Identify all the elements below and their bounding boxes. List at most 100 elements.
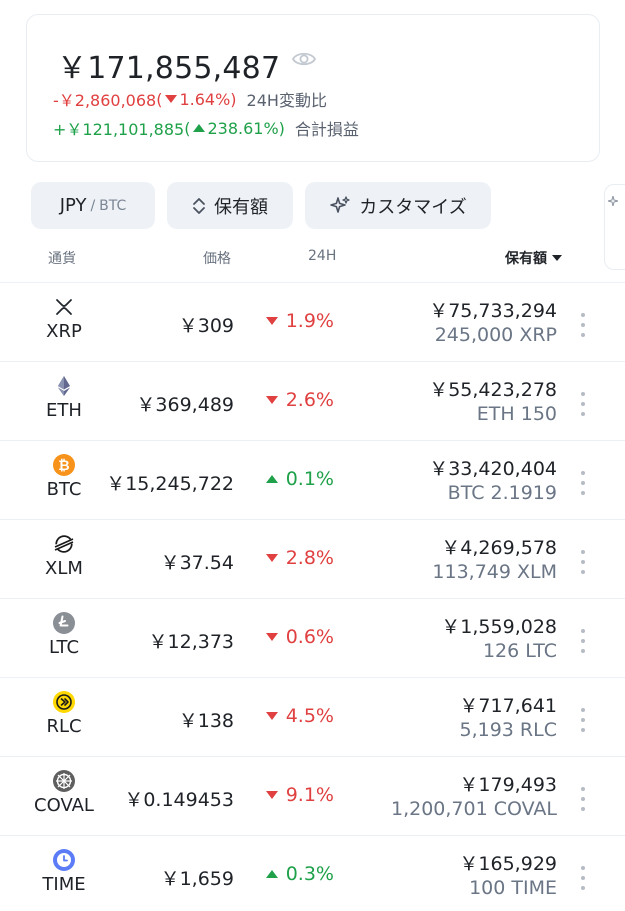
asset-row-btc[interactable]: ₿ BTC ￥15,245,722 0.1% ￥33,420,404 BTC 2… — [0, 440, 625, 519]
holding-value: ￥717,641 — [459, 695, 557, 717]
down-arrow-icon — [265, 554, 278, 562]
ltc-icon — [53, 612, 75, 634]
holding-value: ￥1,559,028 — [441, 616, 557, 638]
asset-row-coval[interactable]: COVAL ￥0.149453 9.1% ￥179,493 1,200,701 … — [0, 756, 625, 835]
offscreen-card-edge — [604, 184, 625, 270]
pnl-paren-open: ( — [184, 118, 191, 138]
holding-amount: ETH 150 — [476, 403, 557, 425]
asset-row-xlm[interactable]: XLM ￥37.54 2.8% ￥4,269,578 113,749 XLM — [0, 519, 625, 598]
column-header-price[interactable]: 価格 — [203, 251, 231, 267]
customize-label: カスタマイズ — [359, 196, 467, 218]
up-arrow-icon — [193, 124, 206, 132]
pnl-label: 合計損益 — [294, 120, 359, 139]
coin-price: ￥0.149453 — [124, 789, 234, 811]
sparkle-icon — [330, 195, 350, 213]
sort-icon — [193, 197, 205, 214]
down-arrow-icon — [265, 396, 278, 404]
eye-icon[interactable] — [291, 49, 317, 69]
more-options-icon[interactable] — [577, 471, 589, 495]
xlm-icon — [54, 535, 74, 553]
pnl-amount: +￥121,101,885 — [53, 120, 185, 139]
coin-change-value: 2.6% — [285, 389, 334, 411]
sort-label: 保有額 — [214, 196, 268, 218]
holding-value: ￥4,269,578 — [441, 537, 557, 559]
currency-main-label: JPY — [59, 195, 87, 216]
holding-value: ￥179,493 — [459, 774, 557, 796]
column-header-holdings-label: 保有額 — [505, 251, 547, 267]
more-options-icon[interactable] — [577, 392, 589, 416]
currency-toggle-button[interactable]: JPY / BTC — [31, 182, 155, 229]
coin-symbol: RLC — [46, 716, 82, 737]
more-options-icon[interactable] — [577, 629, 589, 653]
coin-change: 4.5% — [263, 705, 334, 727]
asset-row-rlc[interactable]: RLC ￥138 4.5% ￥717,641 5,193 RLC — [0, 677, 625, 756]
down-arrow-icon — [265, 791, 278, 799]
svg-text:₿: ₿ — [58, 458, 69, 474]
holding-amount: 245,000 XRP — [434, 324, 557, 346]
asset-row-time[interactable]: TIME ￥1,659 0.3% ￥165,929 100 TIME — [0, 835, 625, 911]
coin-price: ￥12,373 — [148, 631, 234, 653]
up-arrow-icon — [265, 870, 278, 878]
coin-change-value: 0.3% — [285, 863, 334, 885]
coin-price: ￥309 — [178, 315, 234, 337]
pnl-row: +￥121,101,885 ( 238.61% ) 合計損益 — [53, 116, 359, 140]
coin-symbol: XRP — [46, 321, 82, 342]
asset-row-ltc[interactable]: LTC ￥12,373 0.6% ￥1,559,028 126 LTC — [0, 598, 625, 677]
coin-change: 1.9% — [263, 310, 334, 332]
coval-icon — [53, 770, 75, 792]
coin-symbol: LTC — [48, 637, 80, 658]
coin-symbol: XLM — [45, 558, 83, 579]
sort-holdings-button[interactable]: 保有額 — [167, 182, 293, 229]
time-icon — [53, 849, 75, 871]
coin-price: ￥37.54 — [160, 552, 234, 574]
more-options-icon[interactable] — [577, 708, 589, 732]
coin-price: ￥138 — [178, 710, 234, 732]
rlc-icon — [53, 691, 75, 713]
change-24h-paren-open: ( — [156, 89, 163, 109]
down-arrow-icon — [265, 633, 278, 641]
change-24h-paren-close: ) — [230, 89, 237, 109]
holding-amount: 113,749 XLM — [432, 561, 557, 583]
coin-change: 0.1% — [263, 468, 334, 490]
coin-symbol: BTC — [46, 479, 82, 500]
coin-symbol: COVAL — [34, 795, 94, 816]
column-header-currency[interactable]: 通貨 — [48, 251, 76, 267]
currency-separator: / — [90, 197, 96, 214]
coin-change-value: 2.8% — [285, 547, 334, 569]
holding-value: ￥33,420,404 — [429, 458, 557, 480]
coin-price: ￥15,245,722 — [106, 473, 234, 495]
coin-change: 0.3% — [263, 863, 334, 885]
coin-change: 9.1% — [263, 784, 334, 806]
more-options-icon[interactable] — [577, 787, 589, 811]
holding-value: ￥55,423,278 — [429, 379, 557, 401]
down-arrow-icon — [265, 317, 278, 325]
down-arrow-icon — [165, 95, 178, 103]
xrp-icon — [56, 299, 72, 315]
coin-change-value: 0.1% — [285, 468, 334, 490]
customize-button[interactable]: カスタマイズ — [305, 182, 491, 229]
change-24h-pct: 1.64% — [179, 89, 231, 109]
holding-amount: 126 LTC — [482, 640, 557, 662]
sparkle-icon — [608, 196, 618, 206]
down-arrow-icon — [265, 712, 278, 720]
holding-amount: 5,193 RLC — [459, 719, 558, 741]
coin-change-value: 4.5% — [285, 705, 334, 727]
coin-change-value: 1.9% — [285, 310, 334, 332]
coin-change: 0.6% — [263, 626, 334, 648]
more-options-icon[interactable] — [577, 313, 589, 337]
up-arrow-icon — [265, 475, 278, 483]
more-options-icon[interactable] — [577, 866, 589, 890]
change-24h-row: -￥2,860,068 ( 1.64% ) 24H変動比 — [53, 87, 327, 111]
btc-icon: ₿ — [53, 454, 75, 476]
pnl-pct: 238.61% — [207, 118, 279, 138]
asset-row-eth[interactable]: ETH ￥369,489 2.6% ￥55,423,278 ETH 150 — [0, 361, 625, 440]
column-header-24h[interactable]: 24H — [308, 248, 337, 264]
holding-value: ￥165,929 — [459, 853, 557, 875]
asset-row-xrp[interactable]: XRP ￥309 1.9% ￥75,733,294 245,000 XRP — [0, 282, 625, 361]
coin-change-value: 9.1% — [285, 784, 334, 806]
coin-change: 2.6% — [263, 389, 334, 411]
holding-amount: 1,200,701 COVAL — [391, 798, 557, 820]
holding-value: ￥75,733,294 — [429, 300, 557, 322]
column-header-holdings[interactable]: 保有額 — [505, 248, 562, 268]
more-options-icon[interactable] — [577, 550, 589, 574]
